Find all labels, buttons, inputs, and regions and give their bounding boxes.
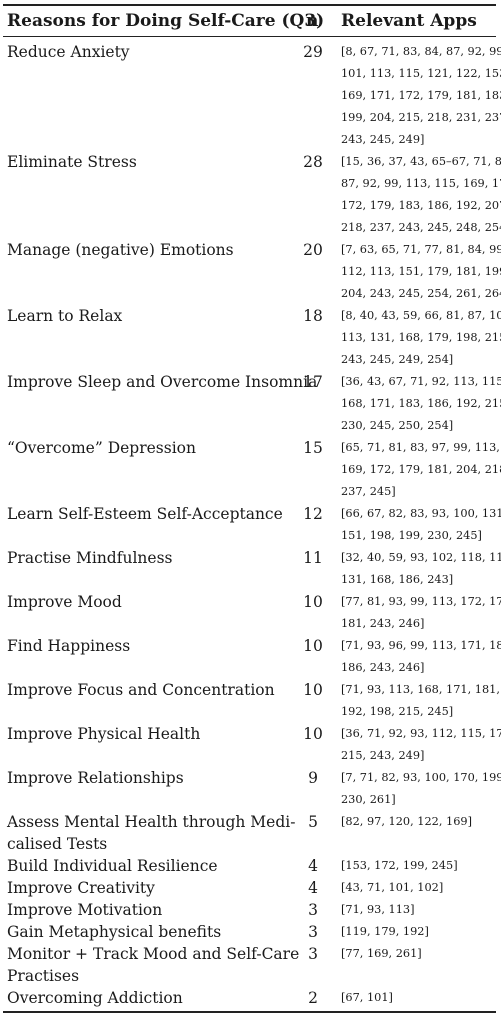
reason-cell: Improve Sleep and Overcome Insomnia [7, 373, 318, 391]
reason-cell: Eliminate Stress [7, 153, 137, 171]
apps-cell: [119, 179, 192] [341, 925, 429, 938]
apps-cell: 101, 113, 115, 121, 122, 153, [341, 67, 501, 80]
reason-cell: Improve Physical Health [7, 725, 201, 743]
count-cell: 10 [303, 637, 323, 655]
apps-cell: 87, 92, 99, 113, 115, 169, 171, [341, 177, 501, 190]
reason-cell: Improve Relationships [7, 769, 184, 787]
apps-cell: 186, 243, 246] [341, 661, 425, 674]
apps-cell: 243, 245, 249, 254] [341, 353, 454, 366]
reason-cell: Practises [7, 967, 80, 985]
apps-cell: 218, 237, 243, 245, 248, 254] [341, 221, 501, 234]
apps-cell: [77, 169, 261] [341, 947, 422, 960]
apps-cell: [65, 71, 81, 83, 97, 99, 113, [341, 441, 500, 454]
apps-cell: 151, 198, 199, 230, 245] [341, 529, 482, 542]
apps-cell: 199, 204, 215, 218, 231, 237, [341, 111, 501, 124]
count-cell: 3 [308, 945, 318, 963]
reason-cell: Practise Mindfulness [7, 549, 173, 567]
reason-cell: Gain Metaphysical benefits [7, 923, 222, 941]
apps-cell: [43, 71, 101, 102] [341, 881, 444, 894]
apps-cell: [66, 67, 82, 83, 93, 100, 131, [341, 507, 501, 520]
reason-cell: Manage (negative) Emotions [7, 241, 234, 259]
apps-cell: 204, 243, 245, 254, 261, 264] [341, 287, 501, 300]
apps-cell: [36, 71, 92, 93, 112, 115, 179, [341, 727, 501, 740]
count-cell: 17 [303, 373, 323, 391]
bottom-rule [3, 1011, 496, 1013]
apps-cell: [153, 172, 199, 245] [341, 859, 458, 872]
apps-cell: [8, 67, 71, 83, 84, 87, 92, 99, [341, 45, 501, 58]
count-cell: 9 [308, 769, 318, 787]
apps-cell: 237, 245] [341, 485, 396, 498]
count-cell: 18 [303, 307, 323, 325]
apps-cell: 192, 198, 215, 245] [341, 705, 454, 718]
count-cell: 28 [303, 153, 323, 171]
count-cell: 10 [303, 593, 323, 611]
header-reason: Reasons for Doing Self-Care (Q3) [7, 11, 325, 31]
apps-cell: [67, 101] [341, 991, 393, 1004]
count-cell: 20 [303, 241, 323, 259]
apps-cell: [71, 93, 96, 99, 113, 171, 183, [341, 639, 501, 652]
count-cell: 5 [308, 813, 318, 831]
apps-cell: [77, 81, 93, 99, 113, 172, 179, [341, 595, 501, 608]
apps-cell: 181, 243, 246] [341, 617, 425, 630]
reason-cell: Reduce Anxiety [7, 43, 130, 61]
apps-cell: [15, 36, 37, 43, 65–67, 71, 81, [341, 155, 501, 168]
apps-cell: 112, 113, 151, 179, 181, 199, [341, 265, 501, 278]
reason-cell: Learn to Relax [7, 307, 123, 325]
count-cell: 3 [308, 923, 318, 941]
apps-cell: 230, 261] [341, 793, 396, 806]
apps-cell: [7, 63, 65, 71, 77, 81, 84, 99, [341, 243, 501, 256]
top-rule [3, 4, 496, 6]
reason-cell: Monitor + Track Mood and Self-Care [7, 945, 300, 963]
reason-cell: calised Tests [7, 835, 108, 853]
apps-cell: 215, 243, 249] [341, 749, 425, 762]
count-cell: 15 [303, 439, 323, 457]
reason-cell: “Overcome” Depression [7, 439, 196, 457]
apps-cell: [32, 40, 59, 93, 102, 118, 119, [341, 551, 501, 564]
header-n: n [306, 11, 319, 31]
apps-cell: 113, 131, 168, 179, 198, 215, [341, 331, 501, 344]
apps-cell: 169, 171, 172, 179, 181, 183, [341, 89, 501, 102]
header-apps: Relevant Apps [341, 11, 477, 31]
reason-cell: Overcoming Addiction [7, 989, 183, 1007]
count-cell: 3 [308, 901, 318, 919]
count-cell: 10 [303, 725, 323, 743]
reason-cell: Learn Self-Esteem Self-Acceptance [7, 505, 283, 523]
count-cell: 11 [303, 549, 323, 567]
reason-cell: Improve Motivation [7, 901, 163, 919]
apps-cell: [82, 97, 120, 122, 169] [341, 815, 472, 828]
reason-cell: Assess Mental Health through Medi- [7, 813, 296, 831]
count-cell: 4 [308, 879, 318, 897]
apps-cell: [71, 93, 113] [341, 903, 415, 916]
count-cell: 29 [303, 43, 323, 61]
reason-cell: Improve Creativity [7, 879, 155, 897]
apps-cell: [36, 43, 67, 71, 92, 113, 115, [341, 375, 501, 388]
apps-cell: 230, 245, 250, 254] [341, 419, 454, 432]
apps-cell: [7, 71, 82, 93, 100, 170, 199, [341, 771, 501, 784]
reason-cell: Improve Mood [7, 593, 122, 611]
count-cell: 10 [303, 681, 323, 699]
apps-cell: 243, 245, 249] [341, 133, 425, 146]
reason-cell: Find Happiness [7, 637, 131, 655]
count-cell: 4 [308, 857, 318, 875]
apps-cell: 168, 171, 183, 186, 192, 215, [341, 397, 501, 410]
reason-cell: Build Individual Resilience [7, 857, 218, 875]
apps-cell: 131, 168, 186, 243] [341, 573, 454, 586]
apps-cell: [71, 93, 113, 168, 171, 181, [341, 683, 500, 696]
apps-cell: 169, 172, 179, 181, 204, 218, [341, 463, 501, 476]
apps-cell: [8, 40, 43, 59, 66, 81, 87, 102, [341, 309, 501, 322]
apps-cell: 172, 179, 183, 186, 192, 207, [341, 199, 501, 212]
reason-cell: Improve Focus and Concentration [7, 681, 275, 699]
count-cell: 12 [303, 505, 323, 523]
header-rule [3, 36, 496, 37]
count-cell: 2 [308, 989, 318, 1007]
